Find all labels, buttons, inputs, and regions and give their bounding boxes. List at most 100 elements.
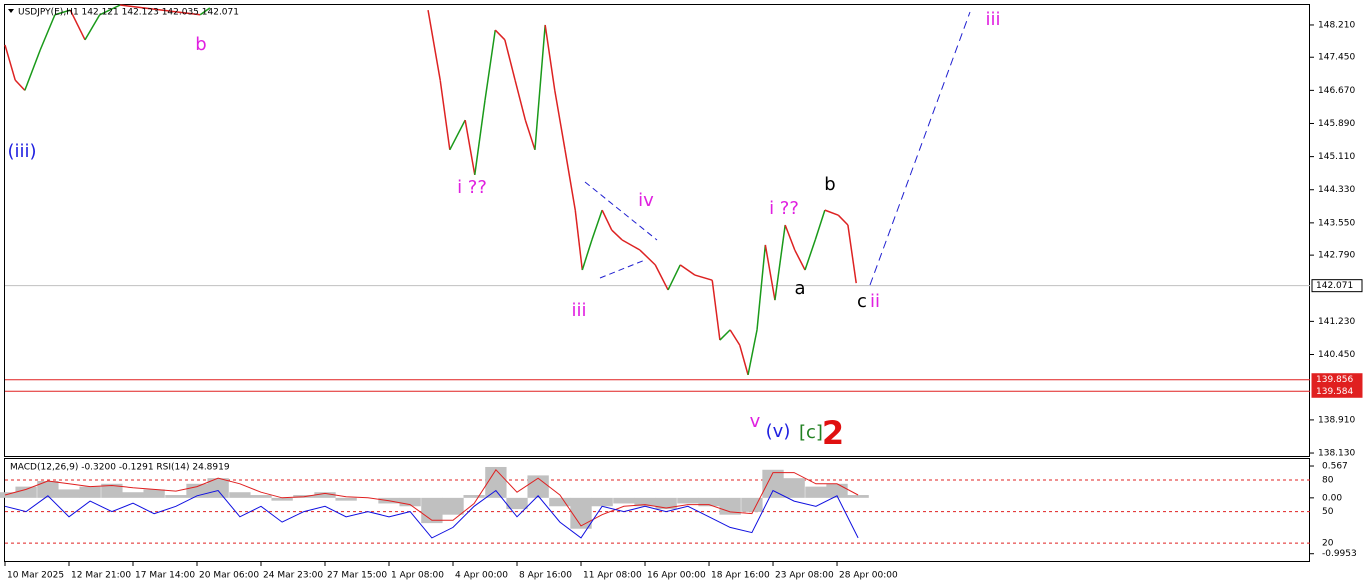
main-panel bbox=[4, 4, 1310, 457]
macd-bar bbox=[421, 497, 443, 524]
y-tick-label: 140.450 bbox=[1318, 350, 1355, 360]
wave-label: ii bbox=[870, 291, 880, 312]
y-tick-label: 145.110 bbox=[1318, 152, 1355, 162]
projection-line bbox=[869, 11, 971, 286]
y-tick-label: 142.790 bbox=[1318, 251, 1355, 261]
macd-bar bbox=[463, 495, 485, 498]
price-segment bbox=[514, 79, 527, 121]
x-tick-label: 1 Apr 08:00 bbox=[391, 571, 444, 581]
indicator-panel bbox=[4, 458, 1310, 562]
macd-bar bbox=[143, 489, 165, 498]
menu-arrow bbox=[8, 9, 14, 13]
macd-bar bbox=[250, 495, 272, 498]
macd-bar bbox=[79, 486, 101, 498]
macd-bar bbox=[335, 497, 357, 501]
price-segment bbox=[694, 274, 713, 281]
x-tick-label: 20 Mar 06:00 bbox=[199, 571, 259, 581]
x-tick-label: 16 Apr 00:00 bbox=[647, 571, 706, 581]
x-tick-label: 12 Mar 21:00 bbox=[71, 571, 131, 581]
macd-bar bbox=[442, 497, 464, 515]
price-segment bbox=[601, 209, 613, 231]
macd-bar bbox=[762, 469, 784, 498]
price-segment bbox=[39, 14, 56, 51]
price-segment bbox=[719, 329, 731, 341]
price-segment bbox=[847, 224, 857, 284]
macd-bar bbox=[399, 497, 421, 507]
price-label: 139.856 bbox=[1316, 375, 1353, 385]
wave-label: b bbox=[824, 174, 835, 195]
y-tick-label: 20 bbox=[1322, 539, 1334, 549]
price-segment bbox=[814, 209, 826, 241]
price-segment bbox=[494, 29, 506, 41]
macd-bar bbox=[655, 497, 677, 510]
y2-tick-label: -0.9953 bbox=[1322, 549, 1357, 559]
price-segment bbox=[554, 90, 566, 150]
wave-label: a bbox=[794, 278, 805, 299]
price-segment bbox=[804, 239, 816, 271]
y-tick-label: 50 bbox=[1322, 507, 1334, 517]
x-tick-label: 8 Apr 16:00 bbox=[519, 571, 572, 581]
macd-bar bbox=[698, 497, 720, 507]
price-segment bbox=[784, 224, 796, 251]
macd-bar bbox=[783, 478, 805, 498]
wave-label: i ?? bbox=[769, 198, 799, 219]
y-tick-label: 143.550 bbox=[1318, 218, 1355, 228]
macd-bar bbox=[527, 475, 549, 498]
wave-label: iii bbox=[571, 300, 586, 321]
triangle-line bbox=[584, 181, 658, 241]
x-tick-label: 4 Apr 00:00 bbox=[455, 571, 508, 581]
macd-bar bbox=[847, 495, 869, 498]
price-segment bbox=[439, 80, 451, 150]
x-tick-label: 17 Mar 14:00 bbox=[135, 571, 195, 581]
macd-bar bbox=[15, 486, 37, 498]
x-tick-label: 28 Apr 00:00 bbox=[839, 571, 898, 581]
macd-bar bbox=[613, 497, 635, 504]
triangle-line bbox=[599, 259, 646, 279]
wave-label: b bbox=[195, 34, 206, 55]
macd-bar bbox=[805, 486, 827, 498]
wave-label: v bbox=[750, 411, 761, 432]
macd-bar bbox=[506, 497, 528, 510]
price-segment bbox=[464, 119, 476, 175]
macd-bar bbox=[271, 497, 293, 501]
macd-bar bbox=[677, 497, 699, 504]
wave-label: iii bbox=[985, 9, 1000, 30]
price-segment bbox=[69, 9, 86, 41]
price-segment bbox=[756, 244, 767, 330]
signal-line bbox=[4, 468, 859, 527]
macd-bar bbox=[58, 489, 80, 498]
price-segment bbox=[120, 4, 201, 16]
marks: 148.210 147.450 146.670 145.890 145.110 144.3… bbox=[0, 4, 1363, 581]
macd-bar bbox=[826, 483, 848, 498]
macd-bar bbox=[741, 497, 763, 512]
x-tick-label: 23 Apr 08:00 bbox=[775, 571, 834, 581]
wave-label: c bbox=[857, 291, 867, 312]
x-tick-label: 11 Apr 08:00 bbox=[583, 571, 642, 581]
x-tick-label: 24 Mar 23:00 bbox=[263, 571, 323, 581]
price-segment bbox=[449, 119, 466, 151]
price-segment bbox=[747, 329, 758, 376]
price-segment bbox=[621, 239, 641, 251]
wave-label: (v) bbox=[766, 421, 791, 442]
symbol-title: USDJPY(E),H1 142.121 142.123 142.035 142… bbox=[18, 8, 239, 18]
macd-bar bbox=[37, 481, 59, 498]
price-segment bbox=[837, 214, 849, 226]
y-tick-label: 80 bbox=[1322, 476, 1334, 486]
price-segment bbox=[534, 24, 546, 150]
y-tick-label: 138.910 bbox=[1318, 415, 1355, 425]
price-segment bbox=[524, 119, 536, 151]
price-label: 139.584 bbox=[1316, 387, 1353, 397]
price-segment bbox=[639, 249, 656, 266]
wave-label: (iii) bbox=[7, 141, 36, 162]
wave-label: i ?? bbox=[457, 177, 487, 198]
price-label: 142.071 bbox=[1316, 281, 1353, 291]
price-segment bbox=[24, 49, 41, 91]
y-tick-label: 144.330 bbox=[1318, 185, 1355, 195]
macd-bar bbox=[314, 492, 336, 498]
price-segment bbox=[484, 29, 496, 101]
macd-bar bbox=[591, 497, 613, 507]
rsi-line bbox=[4, 489, 859, 539]
y2-tick-label: 0.567 bbox=[1322, 462, 1348, 472]
price-segment bbox=[564, 149, 576, 211]
macd-bar bbox=[485, 466, 507, 498]
